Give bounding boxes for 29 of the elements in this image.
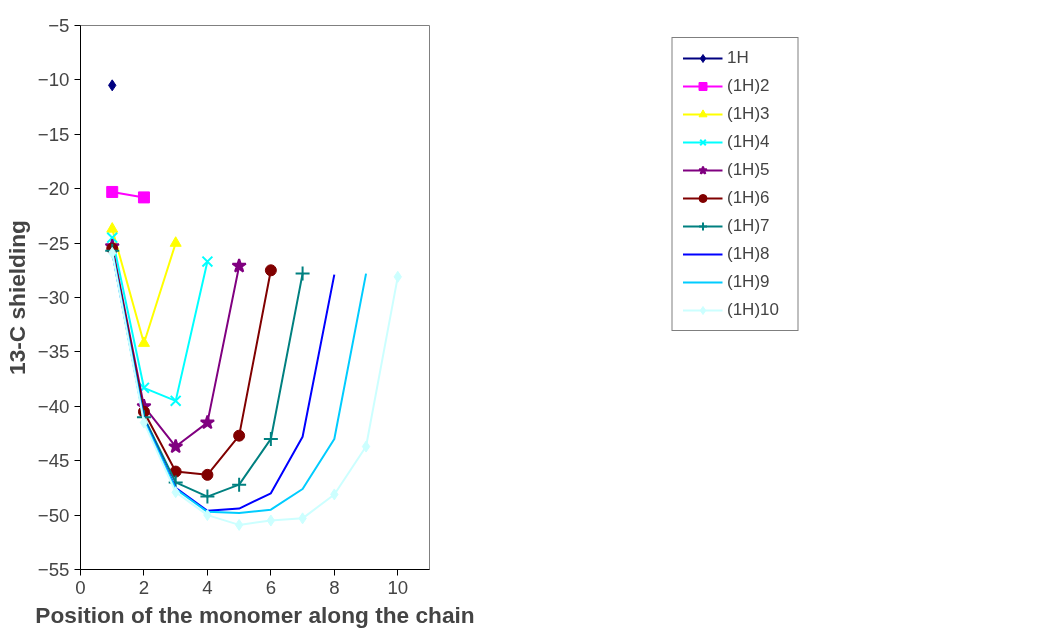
legend-label: (1H)5 [727,160,771,180]
legend-label: (1H)9 [727,272,771,292]
y-tick-label: −40 [37,395,70,417]
y-tick-label: −45 [37,450,70,472]
legend-label: (1H)10 [727,300,780,320]
legend-label: (1H)8 [727,244,771,264]
x-tick-label: 8 [329,576,340,598]
y-tick-label: −25 [37,232,70,254]
y-axis-title: 13-C shielding [3,220,30,375]
y-tick-label: −20 [37,178,70,200]
x-axis-title: Position of the monomer along the chain [35,601,475,628]
y-tick-label: −30 [37,287,70,308]
legend-label: (1H)4 [727,132,771,152]
x-tick-label: 10 [387,576,409,598]
legend-label: (1H)3 [727,104,771,124]
y-tick-label: −5 [48,15,70,36]
x-tick-label: 4 [202,576,213,598]
y-tick-label: −50 [37,504,70,526]
legend-label: (1H)6 [727,188,771,208]
x-tick-label: 6 [265,576,277,598]
y-tick-label: −55 [37,559,70,580]
x-tick-label: 2 [138,576,150,598]
legend-label: (1H)7 [727,216,771,236]
legend-label: (1H)2 [727,76,771,96]
legend-label: 1H [727,48,750,68]
x-tick-label: 0 [75,576,86,598]
y-tick-label: −10 [37,69,70,91]
y-tick-label: −15 [37,123,70,145]
y-tick-label: −35 [37,341,70,363]
